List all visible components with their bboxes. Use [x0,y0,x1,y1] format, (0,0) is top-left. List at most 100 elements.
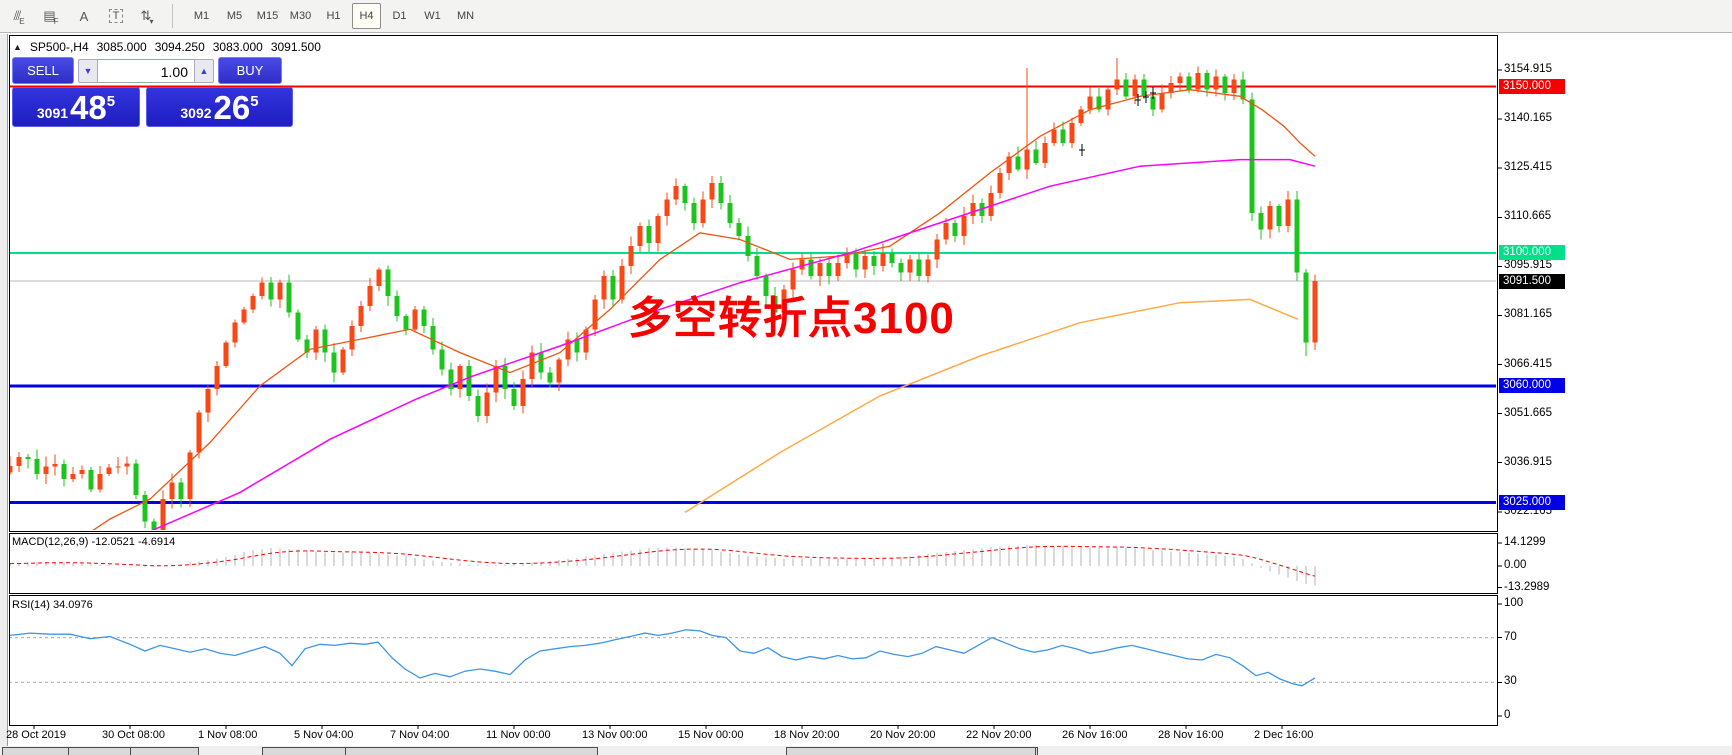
bottom-tab-strip[interactable] [0,746,1732,755]
timeframe-button-h4[interactable]: H4 [352,3,381,29]
current-price-badge: 3091.500 [1499,274,1565,289]
buy-price-display[interactable]: 3092 26 5 [146,87,293,127]
volume-increase-button[interactable]: ▲ [194,58,214,83]
fibonacci-tool[interactable]: ▤ F [38,2,66,30]
macd-axis-tick: -13.2989 [1504,580,1550,593]
time-axis-label: 1 Nov 08:00 [198,729,258,741]
fibonacci-tool-sub: F [53,16,59,26]
chart-annotation-text: 多空转折点3100 [628,294,955,343]
buy-button[interactable]: BUY [218,57,282,84]
text-label-tool-icon: T [108,9,124,23]
drawing-tools-group: ⫻ E ▤ F A T ⇅ ▾ [0,2,162,30]
ohlc-open: 3085.000 [96,40,147,54]
timeframe-button-m30[interactable]: M30 [289,10,312,22]
macd-pane[interactable] [10,544,1316,586]
timeframe-button-d1[interactable]: D1 [392,10,407,22]
time-axis-label: 20 Nov 20:00 [870,729,936,741]
rsi-line [10,629,1316,687]
buy-price-fraction: 5 [250,93,259,110]
rsi-axis-tick: 0 [1504,709,1511,721]
text-label-tool[interactable]: T [102,2,130,30]
bottom-tab-divider [68,747,69,755]
ma-slow-line [684,298,1299,514]
volume-input[interactable]: 1.00 [98,58,194,83]
price-axis-tick: 3051.665 [1504,406,1552,419]
price-axis-tick: 3095.915 [1504,259,1552,272]
rsi-axis-tick: 70 [1504,630,1517,643]
ohlc-close: 3091.500 [270,40,321,54]
price-axis-tick: 3081.165 [1504,308,1552,321]
time-axis-label: 11 Nov 00:00 [486,729,551,741]
one-click-trading-panel: SELL ▼ 1.00 ▲ BUY 3091 48 5 3092 26 5 [12,56,294,127]
fibonacci-tool-icon: ▤ [43,8,56,23]
candlesticks [10,58,1318,530]
rsi-value: 34.0976 [52,599,93,611]
chart-header: ▲ SP500-,H4 3085.000 3094.250 3083.000 3… [13,40,321,54]
macd-indicator-label: MACD(12,26,9) -12.0521 -4.6914 [12,536,176,548]
price-axis-tick: 3154.915 [1504,63,1552,75]
macd-axis-tick: 0.00 [1504,559,1527,571]
rsi-pane[interactable] [9,629,1497,687]
timeframe-button-w1[interactable]: W1 [424,10,441,22]
sell-price-display[interactable]: 3091 48 5 [12,87,140,127]
timeframe-buttons-group: M1 M5 M15 M30 H1 H4 D1 W1 MN [181,3,480,29]
sell-button[interactable]: SELL [12,57,74,84]
top-toolbar: ⫻ E ▤ F A T ⇅ ▾ M1 M5 M15 M30 H1 H4 D1 W1 MN [0,0,1732,33]
time-axis-label: 18 Nov 20:00 [774,729,840,741]
price-pane[interactable] [8,58,1498,559]
price-axis-tick: 3110.665 [1504,210,1552,223]
rsi-axis-tick: 100 [1504,597,1524,609]
macd-axis-tick: 14.1299 [1504,536,1546,548]
rsi-axis-tick: 30 [1504,675,1517,688]
price-badge-3100.000: 3100.000 [1499,245,1565,260]
equidistant-channel-tool[interactable]: ⫻ E [6,2,34,30]
time-axis-label: 28 Nov 16:00 [1158,729,1224,741]
macd-values: -12.0521 -4.6914 [91,536,176,548]
sell-price-bigfigure: 3091 [36,105,69,121]
bottom-tab-group-2[interactable] [786,747,1038,755]
equidistant-channel-tool-icon: ⫻ [13,8,22,23]
bottom-tab-group-0[interactable] [2,747,199,755]
timeframe-button-m5[interactable]: M5 [226,10,243,22]
price-axis-tick: 3125.415 [1504,161,1552,174]
price-axis-tick: 3140.165 [1504,112,1552,125]
text-tool-icon: A [79,8,89,24]
bottom-tab-divider [1035,747,1036,755]
time-axis-label: 5 Nov 04:00 [294,729,354,741]
volume-decrease-button[interactable]: ▼ [78,58,98,83]
bottom-tab-divider [130,747,131,755]
sell-price-pips: 48 [70,89,107,126]
arrows-tool-icon: ⇅ [140,8,152,23]
timeframe-button-mn[interactable]: MN [456,10,475,22]
symbol-name: SP500-,H4 [29,40,89,54]
timeframe-button-h1[interactable]: H1 [326,10,341,22]
price-axis-tick: 3066.415 [1504,357,1552,370]
macd-panel-frame [9,533,1498,594]
collapse-panel-toggle[interactable]: ▲ [13,42,22,52]
ma-fast-line [92,89,1316,530]
arrows-tool[interactable]: ⇅ ▾ [134,2,162,30]
time-axis-label: 22 Nov 20:00 [966,729,1032,741]
bottom-tab-group-1[interactable] [262,747,598,755]
time-axis-label: 2 Dec 16:00 [1254,729,1314,741]
macd-signal-line [10,545,1316,577]
time-axis-label: 7 Nov 04:00 [390,729,450,741]
buy-price-bigfigure: 3092 [180,105,212,121]
time-axis-label: 26 Nov 16:00 [1062,729,1128,741]
time-axis-label: 13 Nov 00:00 [582,729,648,741]
ma-mid-line [151,158,1316,530]
timeframe-button-m15[interactable]: M15 [256,10,279,22]
price-badge-3060.000: 3060.000 [1499,378,1565,393]
buy-price-pips: 26 [213,89,251,126]
toolbar-separator [172,4,173,28]
arrows-tool-sub: ▾ [149,16,154,26]
equidistant-channel-tool-sub: E [19,16,25,26]
sell-price-fraction: 5 [106,93,116,110]
left-window-edge [0,34,8,755]
text-tool[interactable]: A [70,2,98,30]
rsi-panel-frame [9,595,1498,726]
price-badge-3150.000: 3150.000 [1499,79,1565,94]
timeframe-button-m1[interactable]: M1 [193,10,210,22]
time-axis-label: 30 Oct 08:00 [102,729,165,741]
